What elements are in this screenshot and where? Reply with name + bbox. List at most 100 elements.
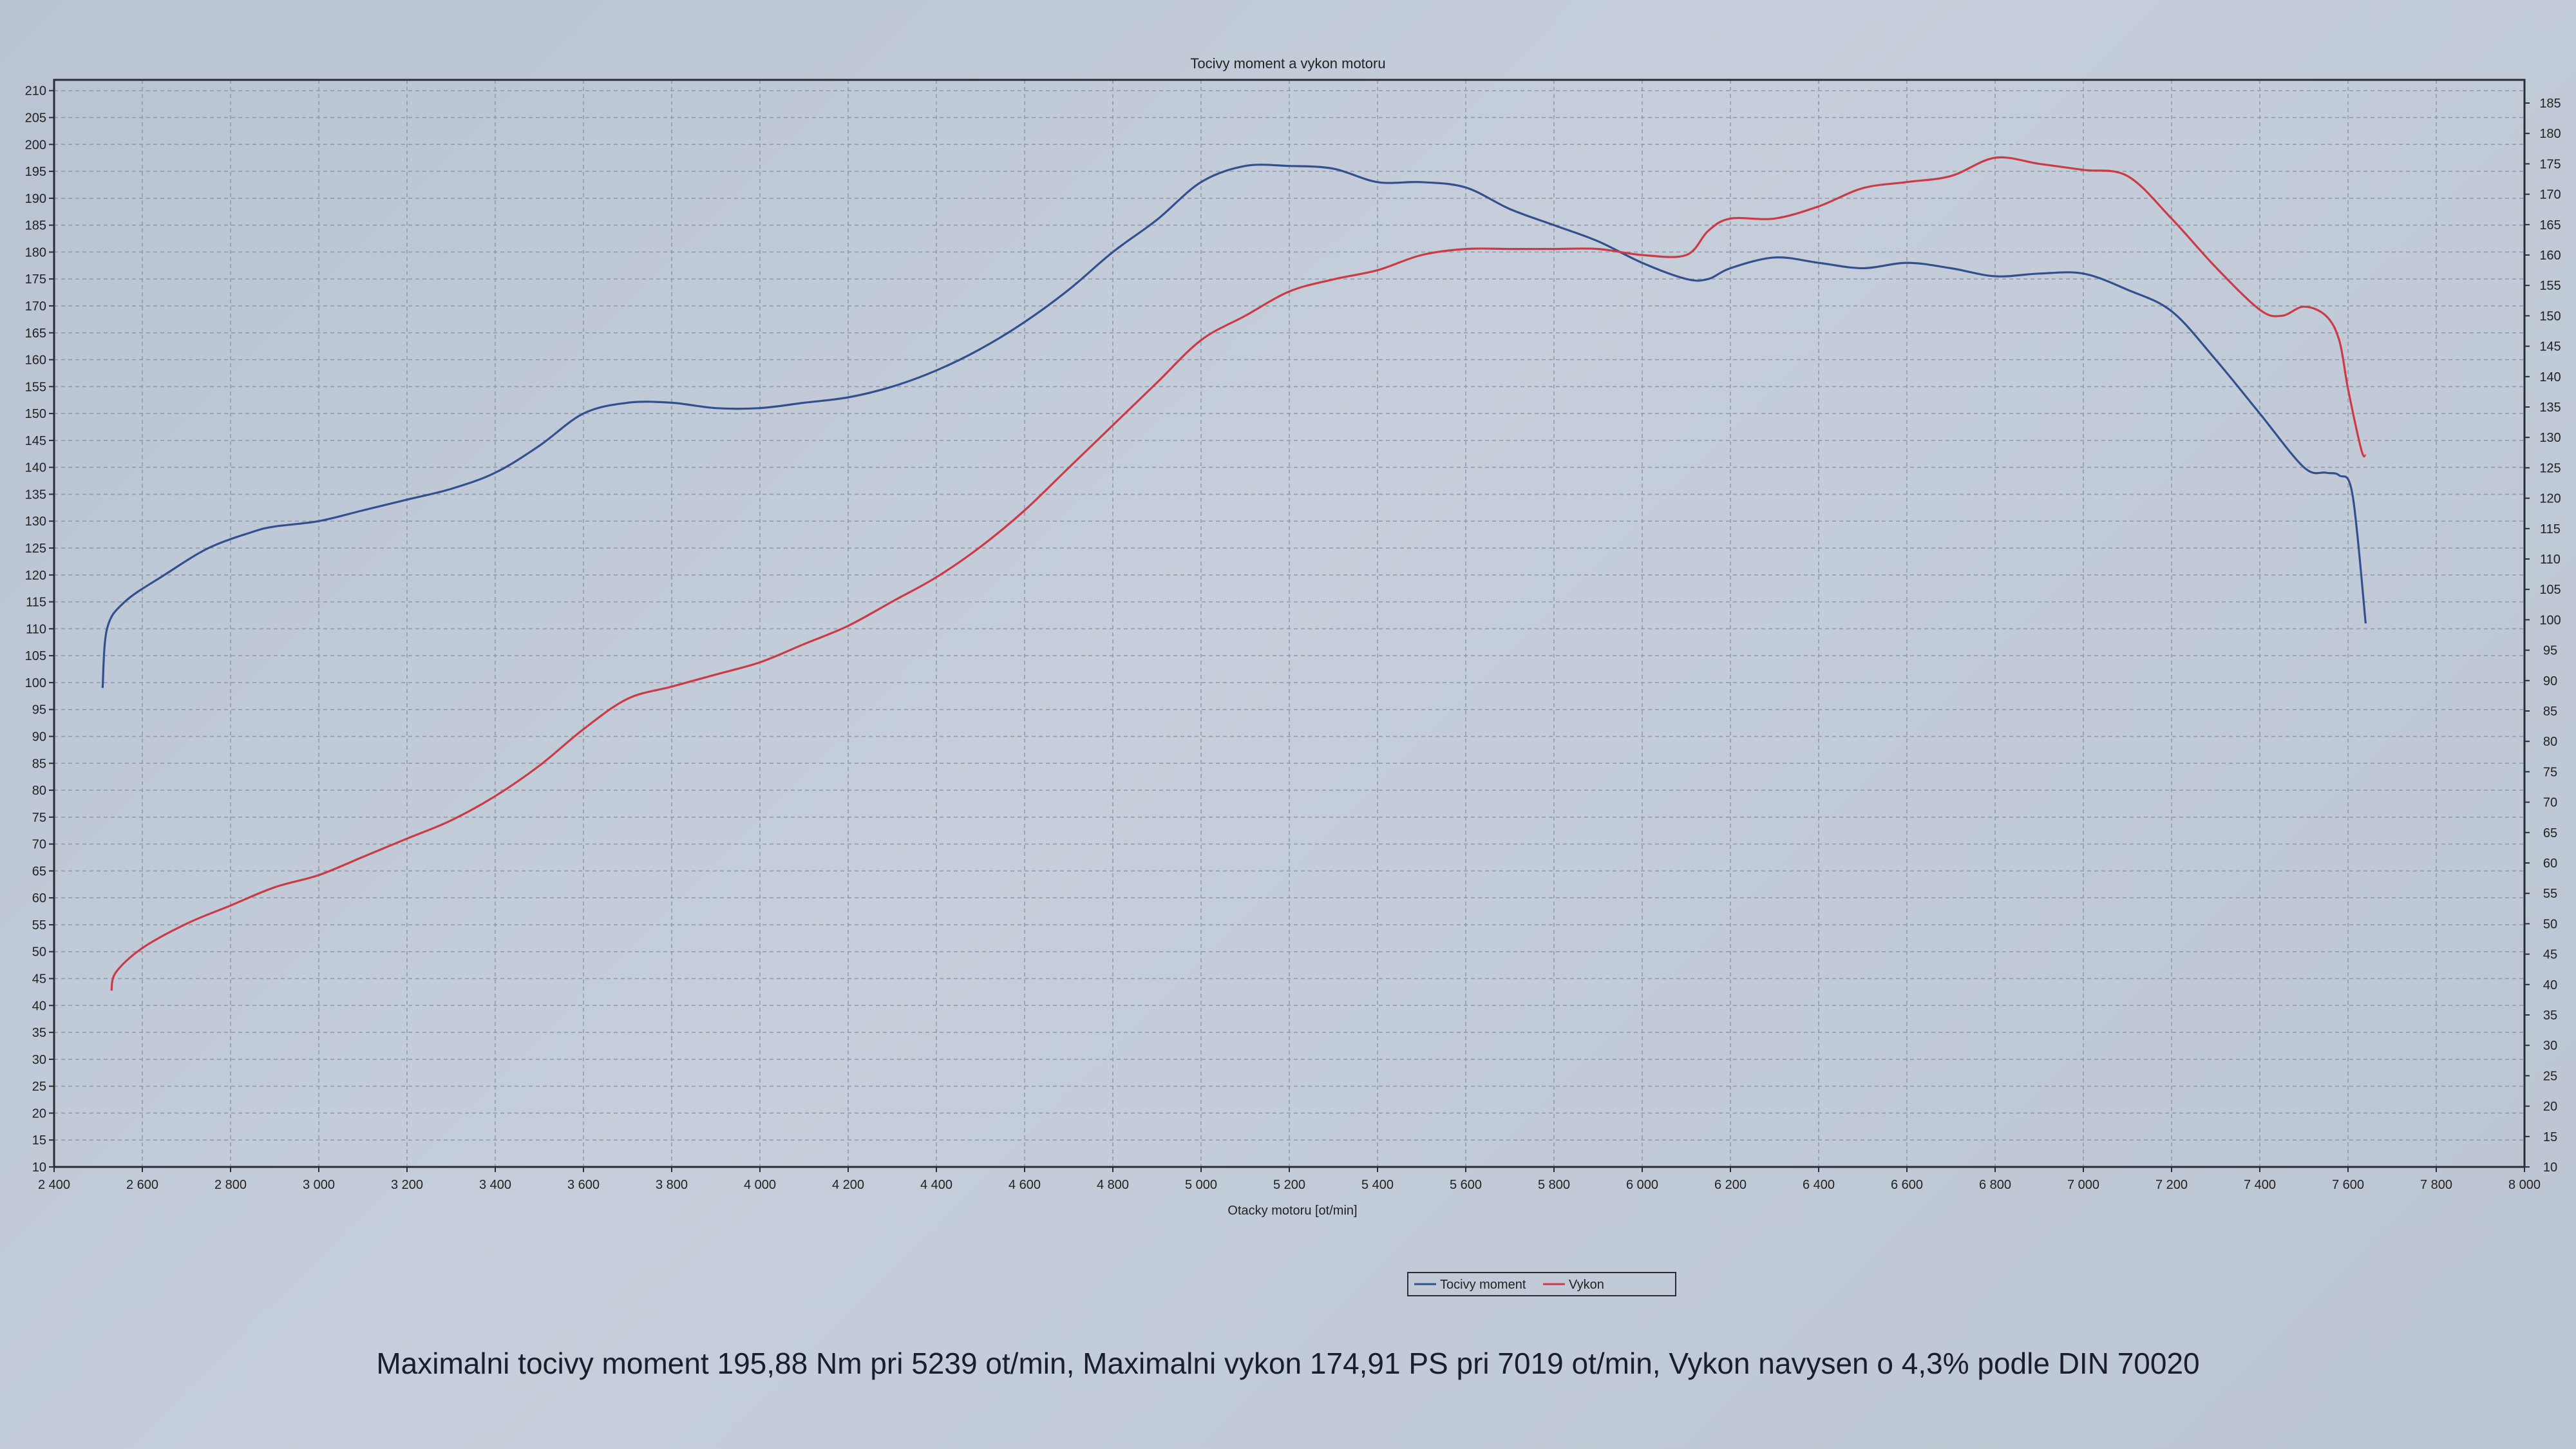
left-tick-label: 65 bbox=[32, 864, 46, 878]
left-tick-label: 45 bbox=[32, 972, 46, 987]
left-tick-label: 160 bbox=[25, 354, 46, 368]
right-tick-label: 140 bbox=[2539, 370, 2561, 384]
right-tick-label: 105 bbox=[2539, 583, 2561, 597]
x-tick-label: 5 000 bbox=[1185, 1178, 1217, 1192]
x-tick-label: 3 800 bbox=[656, 1178, 688, 1192]
right-tick-label: 20 bbox=[2543, 1100, 2557, 1114]
left-tick-label: 75 bbox=[32, 811, 46, 825]
x-tick-label: 3 400 bbox=[479, 1178, 511, 1192]
left-tick-label: 35 bbox=[32, 1026, 46, 1040]
right-tick-label: 40 bbox=[2543, 978, 2557, 992]
right-tick-label: 170 bbox=[2539, 188, 2561, 202]
x-tick-label: 7 200 bbox=[2155, 1178, 2188, 1192]
x-axis-label: Otacky motoru [ot/min] bbox=[1227, 1204, 1357, 1218]
x-tick-label: 6 600 bbox=[1891, 1178, 1923, 1192]
left-tick-label: 190 bbox=[25, 192, 46, 206]
right-tick-label: 185 bbox=[2539, 97, 2561, 111]
left-tick-label: 95 bbox=[32, 703, 46, 717]
right-axis-ticks: 10 15 20 25 30 35 40 45 50 55 60 65 70 75 80 85 90 95 100 1… bbox=[2524, 97, 2561, 1175]
x-tick-label: 7 800 bbox=[2420, 1178, 2452, 1192]
x-tick-label: 6 800 bbox=[1979, 1178, 2011, 1192]
x-tick-label: 2 800 bbox=[214, 1178, 247, 1192]
x-tick-label: 5 600 bbox=[1450, 1178, 1482, 1192]
left-tick-label: 145 bbox=[25, 434, 46, 448]
x-tick-label: 4 800 bbox=[1097, 1178, 1129, 1192]
x-tick-label: 3 200 bbox=[391, 1178, 423, 1192]
legend-label-power: Vykon bbox=[1569, 1278, 1604, 1292]
series-line-power bbox=[110, 156, 2367, 991]
right-tick-label: 45 bbox=[2543, 948, 2557, 962]
right-tick-label: 35 bbox=[2543, 1009, 2557, 1023]
left-tick-label: 80 bbox=[32, 784, 46, 798]
left-tick-label: 180 bbox=[25, 245, 46, 260]
x-tick-label: 2 400 bbox=[38, 1178, 70, 1192]
right-tick-label: 155 bbox=[2539, 279, 2561, 293]
right-tick-label: 75 bbox=[2543, 765, 2557, 779]
left-tick-label: 125 bbox=[25, 542, 46, 556]
left-tick-label: 120 bbox=[25, 569, 46, 583]
left-tick-label: 175 bbox=[25, 272, 46, 287]
right-tick-label: 110 bbox=[2540, 553, 2561, 567]
right-tick-label: 180 bbox=[2539, 127, 2561, 141]
x-tick-label: 4 200 bbox=[832, 1178, 864, 1192]
right-tick-label: 30 bbox=[2543, 1039, 2557, 1053]
legend-box bbox=[1407, 1272, 1676, 1296]
right-tick-label: 15 bbox=[2543, 1130, 2557, 1144]
left-tick-label: 150 bbox=[25, 407, 46, 421]
left-tick-label: 195 bbox=[25, 165, 46, 179]
left-tick-label: 85 bbox=[32, 757, 46, 771]
left-tick-label: 100 bbox=[25, 676, 46, 690]
right-tick-label: 175 bbox=[2539, 157, 2561, 171]
x-tick-label: 7 000 bbox=[2067, 1178, 2099, 1192]
series-line-torque bbox=[101, 164, 2367, 688]
x-tick-label: 5 200 bbox=[1273, 1178, 1305, 1192]
right-tick-label: 150 bbox=[2539, 309, 2561, 323]
right-tick-label: 165 bbox=[2539, 218, 2561, 232]
x-tick-label: 4 400 bbox=[920, 1178, 952, 1192]
x-tick-label: 3 600 bbox=[567, 1178, 600, 1192]
left-tick-label: 135 bbox=[25, 488, 46, 502]
left-tick-label: 40 bbox=[32, 999, 46, 1013]
left-tick-label: 115 bbox=[26, 596, 46, 610]
left-tick-label: 20 bbox=[32, 1106, 46, 1121]
x-tick-label: 6 000 bbox=[1626, 1178, 1658, 1192]
right-tick-label: 60 bbox=[2543, 857, 2557, 871]
chart-title: Tocivy moment a vykon motoru bbox=[1190, 55, 1385, 71]
right-tick-label: 160 bbox=[2539, 249, 2561, 263]
right-tick-label: 135 bbox=[2539, 401, 2561, 415]
left-tick-label: 25 bbox=[32, 1080, 46, 1094]
left-tick-label: 200 bbox=[25, 138, 46, 152]
x-tick-label: 8 000 bbox=[2508, 1178, 2541, 1192]
right-tick-label: 25 bbox=[2543, 1069, 2557, 1083]
x-tick-label: 5 800 bbox=[1538, 1178, 1570, 1192]
x-axis-ticks: 2 400 2 600 2 800 3 000 3 200 3 400 3 600 3 800… bbox=[38, 1167, 2541, 1192]
left-tick-label: 130 bbox=[25, 515, 46, 529]
left-tick-label: 90 bbox=[32, 730, 46, 744]
series-lines bbox=[101, 156, 2367, 991]
left-tick-label: 70 bbox=[32, 838, 46, 852]
legend-label-torque: Tocivy moment bbox=[1440, 1278, 1526, 1292]
left-tick-label: 140 bbox=[25, 461, 46, 475]
right-tick-label: 95 bbox=[2543, 644, 2557, 658]
right-tick-label: 120 bbox=[2539, 492, 2561, 506]
left-tick-label: 165 bbox=[25, 327, 46, 341]
x-tick-label: 3 000 bbox=[303, 1178, 335, 1192]
right-tick-label: 90 bbox=[2543, 674, 2557, 688]
right-tick-label: 55 bbox=[2543, 887, 2557, 901]
left-tick-label: 210 bbox=[25, 84, 46, 99]
left-tick-label: 15 bbox=[32, 1133, 46, 1148]
left-tick-label: 170 bbox=[25, 299, 46, 314]
left-tick-label: 55 bbox=[32, 918, 46, 933]
right-tick-label: 100 bbox=[2539, 613, 2561, 627]
x-tick-label: 5 400 bbox=[1361, 1178, 1394, 1192]
left-tick-label: 50 bbox=[32, 945, 46, 960]
left-tick-label: 155 bbox=[25, 380, 46, 394]
left-tick-label: 10 bbox=[32, 1160, 46, 1175]
right-tick-label: 10 bbox=[2543, 1160, 2557, 1175]
right-tick-label: 80 bbox=[2543, 735, 2557, 749]
x-tick-label: 6 200 bbox=[1714, 1178, 1747, 1192]
x-tick-label: 4 000 bbox=[744, 1178, 776, 1192]
legend: Tocivy moment Vykon bbox=[1407, 1272, 1676, 1296]
x-tick-label: 7 400 bbox=[2244, 1178, 2276, 1192]
